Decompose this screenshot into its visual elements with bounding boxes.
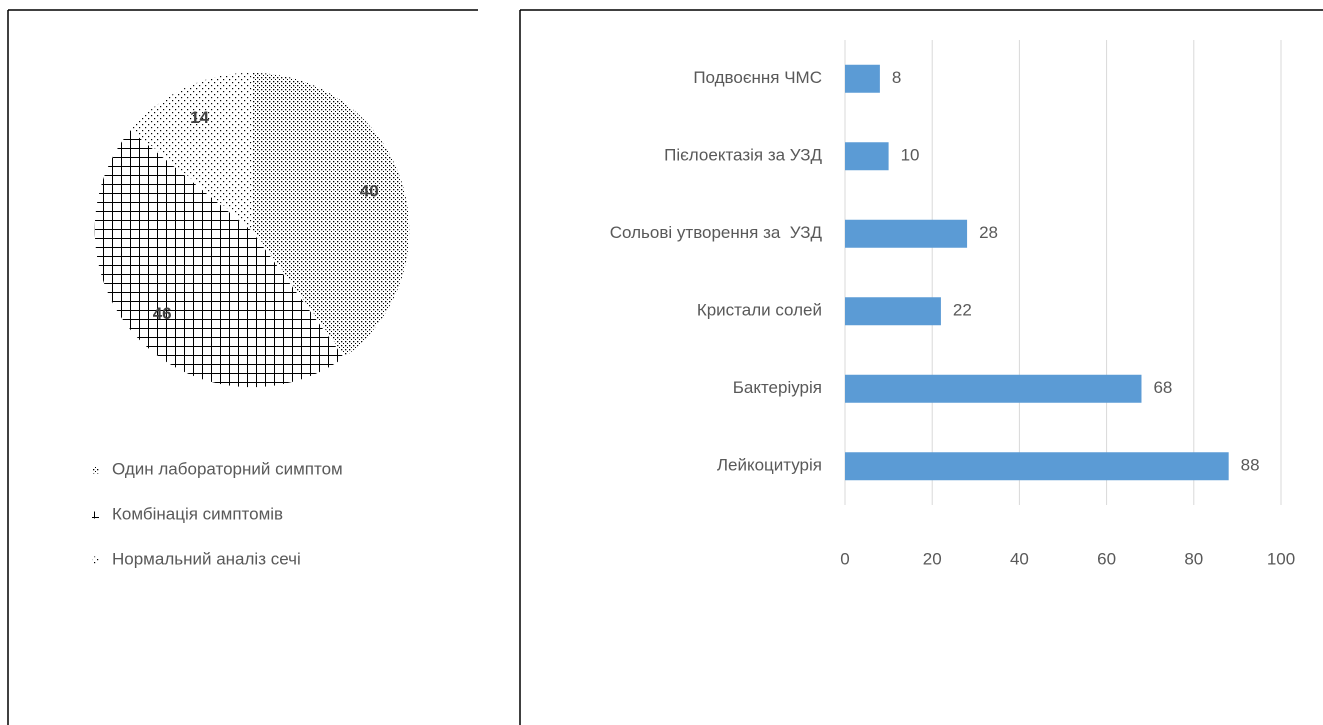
pie-slice	[129, 71, 253, 232]
data-label: 8	[892, 68, 901, 87]
x-tick-label: 0	[840, 549, 849, 568]
bar	[845, 297, 941, 326]
bar	[845, 219, 968, 248]
data-label: 40	[360, 181, 379, 200]
pie-slice	[93, 128, 346, 389]
category-label: Кристали солей	[697, 301, 822, 320]
category-label: Пієлоектазія за УЗД	[664, 146, 822, 165]
data-label: 28	[979, 223, 998, 242]
x-tick-label: 60	[1097, 549, 1116, 568]
data-label: 46	[153, 304, 172, 323]
legend-label: Комбінація симптомів	[112, 504, 283, 523]
x-tick-label: 20	[923, 549, 942, 568]
x-tick-label: 40	[1010, 549, 1029, 568]
frame	[7, 9, 1323, 725]
bar	[845, 452, 1229, 481]
legend-label: Нормальний аналіз сечі	[112, 549, 301, 568]
x-tick-label: 80	[1184, 549, 1203, 568]
bar	[845, 374, 1142, 403]
pie-slice	[251, 71, 411, 359]
data-label: 22	[953, 301, 972, 320]
category-label: Подвоєння ЧМС	[693, 68, 822, 87]
legend-swatch	[92, 556, 99, 564]
bar	[845, 142, 889, 171]
data-label: 14	[190, 108, 209, 127]
data-label: 68	[1153, 378, 1172, 397]
data-label: 88	[1241, 456, 1260, 475]
category-label: Бактеріурія	[733, 378, 822, 397]
category-label: Сольові утворення за УЗД	[610, 223, 823, 242]
data-label: 10	[901, 146, 920, 165]
x-tick-label: 100	[1267, 549, 1295, 568]
legend-swatch	[92, 466, 99, 474]
legend-swatch	[92, 511, 99, 519]
legend-label: Один лабораторний симптом	[112, 459, 343, 478]
bar	[845, 64, 880, 93]
category-label: Лейкоцитурія	[717, 456, 822, 475]
